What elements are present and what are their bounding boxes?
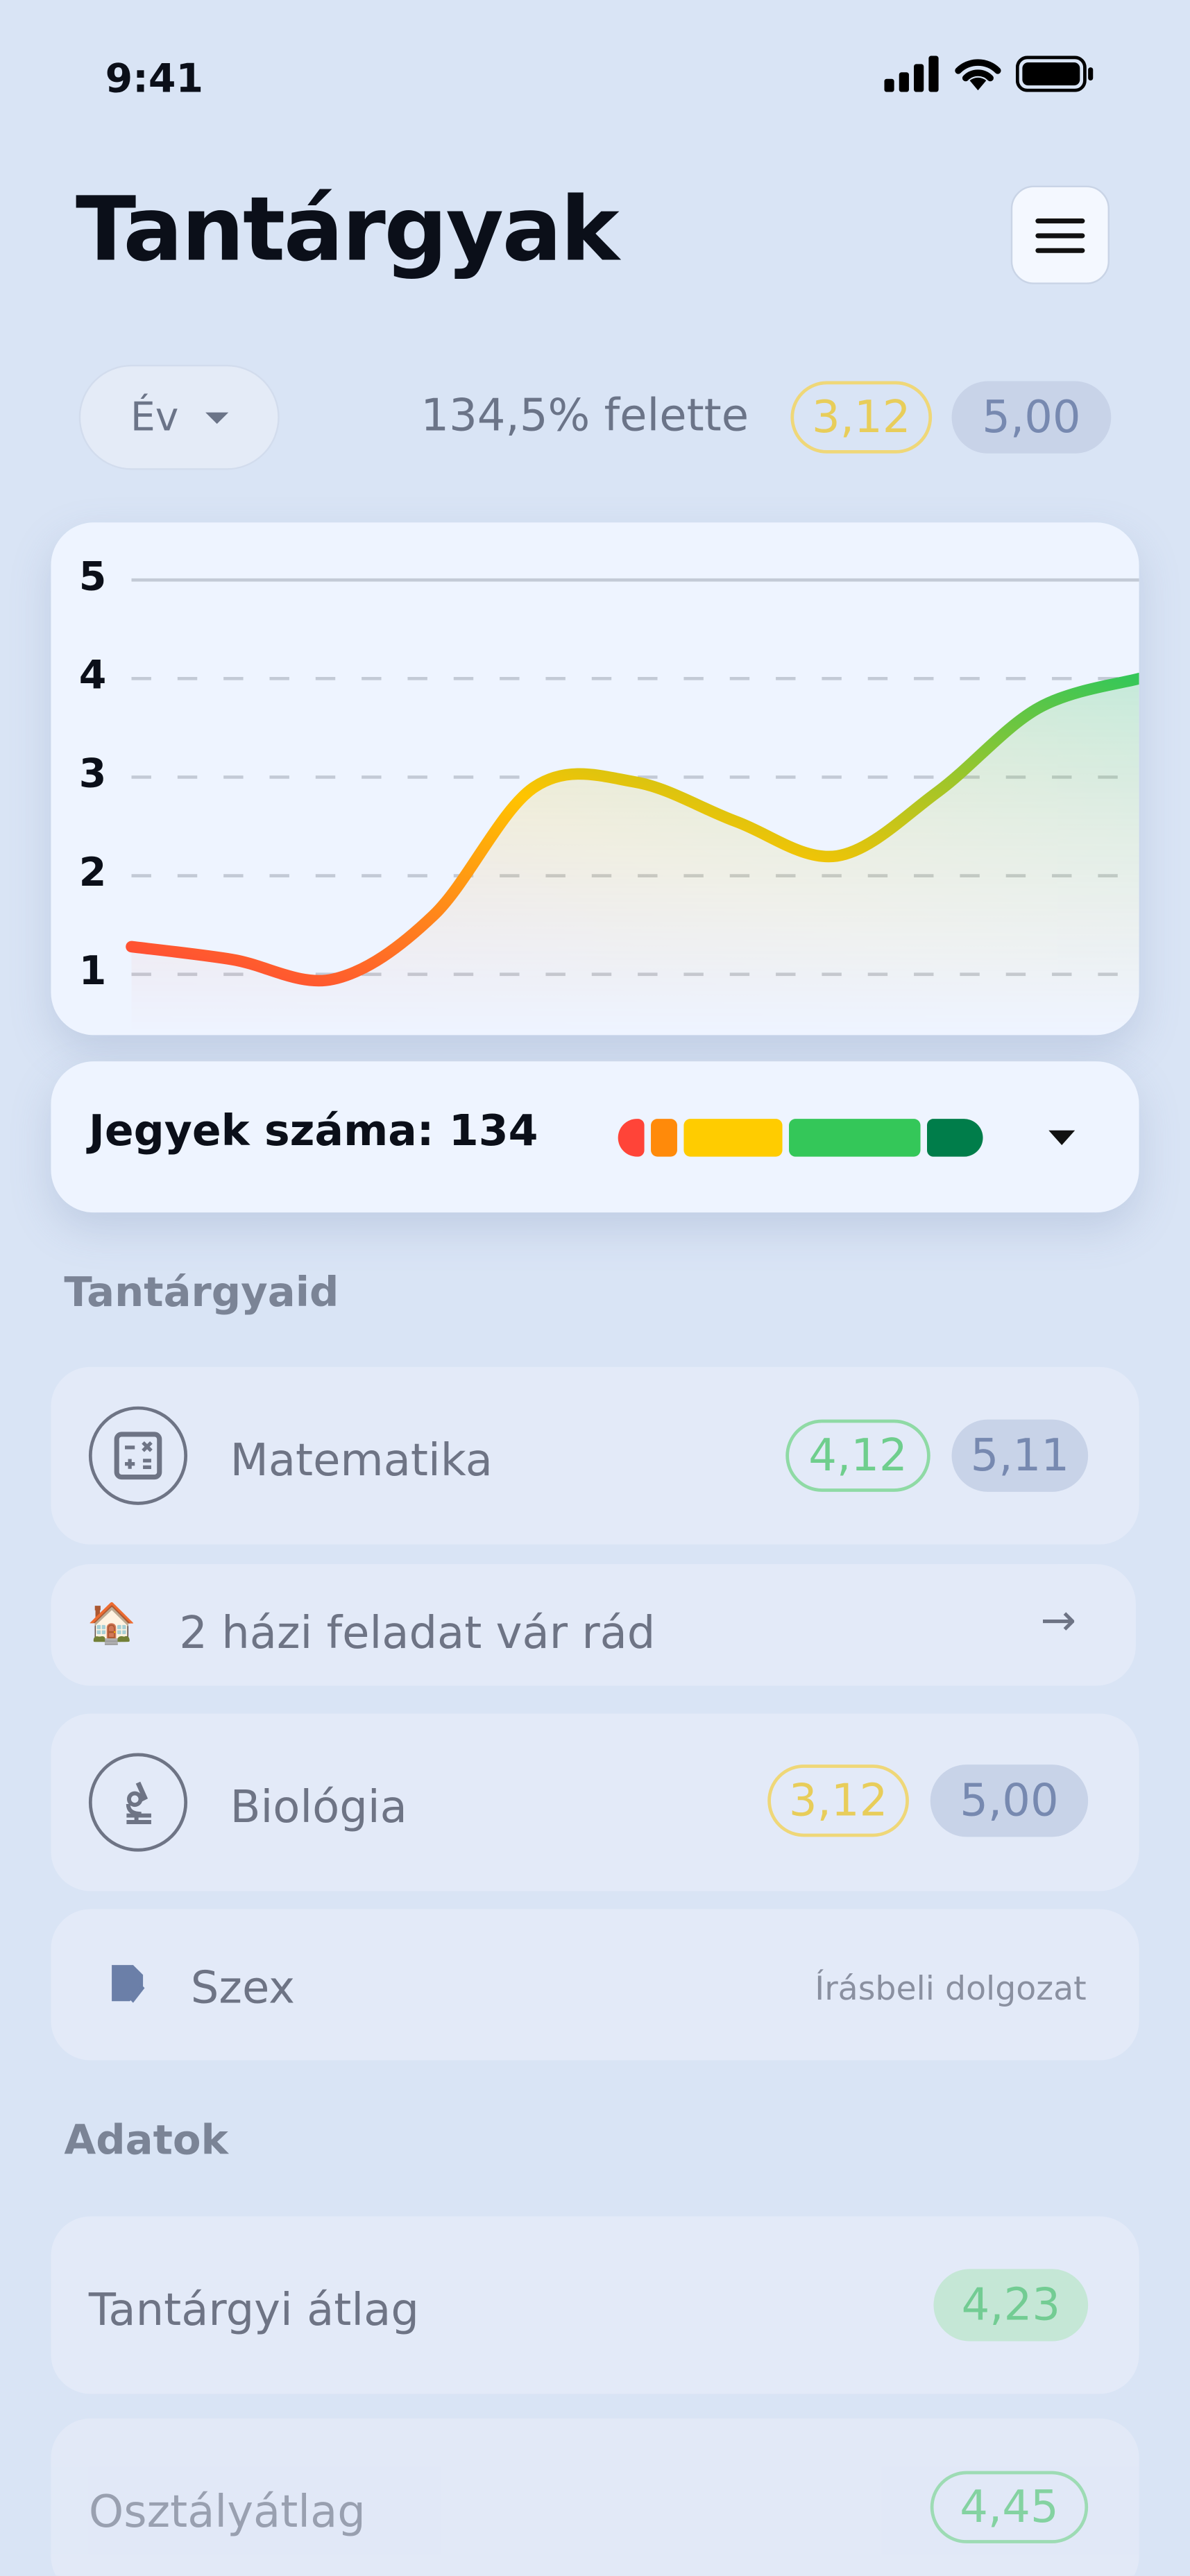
subject-average: 4,12 bbox=[785, 1419, 930, 1492]
data-label: Tantárgyi átlag bbox=[88, 2285, 419, 2337]
y-tick-label: 1 bbox=[78, 947, 107, 995]
data-label: Osztályátlag bbox=[88, 2487, 366, 2539]
homework-text: 2 házi feladat vár rád bbox=[179, 1608, 656, 1660]
calculator-icon bbox=[88, 1406, 188, 1505]
grade-segment-4 bbox=[789, 1119, 920, 1157]
homework-row[interactable]: 🏠 2 házi feladat vár rád → bbox=[51, 1564, 1136, 1686]
period-dropdown[interactable]: Év bbox=[78, 364, 280, 470]
y-tick-label: 5 bbox=[78, 553, 107, 600]
status-icons bbox=[884, 55, 1094, 92]
grade-segment-5 bbox=[926, 1119, 983, 1157]
signal-icon bbox=[884, 55, 939, 92]
grade-segment-2 bbox=[651, 1119, 677, 1157]
subject-row-matematika[interactable]: Matematika 4,12 5,11 bbox=[51, 1366, 1139, 1545]
subject-name: Matematika bbox=[230, 1436, 493, 1487]
data-row-class-average: Osztályátlag 4,45 bbox=[51, 2418, 1139, 2576]
grade-count-card[interactable]: Jegyek száma: 134 bbox=[51, 1061, 1139, 1213]
above-percent: 134,5% felette bbox=[420, 390, 749, 443]
chart-line bbox=[126, 673, 1139, 987]
chevron-down-icon bbox=[205, 411, 228, 423]
expand-icon[interactable] bbox=[1048, 1130, 1076, 1146]
chart-svg bbox=[126, 578, 1139, 1036]
class-average: 5,00 bbox=[930, 1764, 1089, 1837]
subject-average: 3,12 bbox=[767, 1764, 909, 1837]
data-value: 4,23 bbox=[933, 2269, 1089, 2342]
edit-document-icon bbox=[112, 1965, 145, 2003]
page-title: Tantárgyak bbox=[75, 177, 620, 282]
class-average: 5,11 bbox=[951, 1419, 1089, 1492]
grade-chart bbox=[51, 522, 1139, 1036]
hamburger-icon[interactable] bbox=[1010, 185, 1110, 284]
exam-type: Írásbeli dolgozat bbox=[815, 1968, 1087, 2008]
house-icon: 🏠 bbox=[87, 1600, 137, 1647]
y-tick-label: 3 bbox=[78, 750, 107, 797]
exam-row[interactable]: Szex Írásbeli dolgozat bbox=[51, 1909, 1139, 2061]
wifi-icon bbox=[955, 59, 1001, 91]
arrow-right-icon: → bbox=[1040, 1597, 1077, 1647]
data-section-title: Adatok bbox=[64, 2116, 228, 2164]
grade-segment-3 bbox=[683, 1119, 783, 1157]
grade-distribution-bar bbox=[618, 1119, 983, 1157]
status-time: 9:41 bbox=[105, 55, 204, 102]
goal-badge: 5,00 bbox=[951, 381, 1112, 454]
subject-name: Biológia bbox=[230, 1783, 407, 1834]
subject-row-biologia[interactable]: Biológia 3,12 5,00 bbox=[51, 1713, 1139, 1891]
microscope-icon bbox=[88, 1753, 188, 1852]
chart-area bbox=[131, 678, 1139, 1036]
average-badge: 3,12 bbox=[790, 381, 933, 454]
period-value: Év bbox=[130, 394, 179, 440]
subjects-section-title: Tantárgyaid bbox=[64, 1268, 339, 1316]
battery-icon bbox=[1015, 55, 1094, 92]
grade-count-label: Jegyek száma: 134 bbox=[88, 1107, 538, 1157]
grade-segment-1 bbox=[618, 1119, 645, 1157]
y-tick-label: 4 bbox=[78, 652, 107, 698]
data-row-subject-average: Tantárgyi átlag 4,23 bbox=[51, 2216, 1139, 2394]
data-value: 4,45 bbox=[930, 2471, 1089, 2543]
y-tick-label: 2 bbox=[78, 849, 107, 895]
exam-subject: Szex bbox=[190, 1963, 296, 2015]
